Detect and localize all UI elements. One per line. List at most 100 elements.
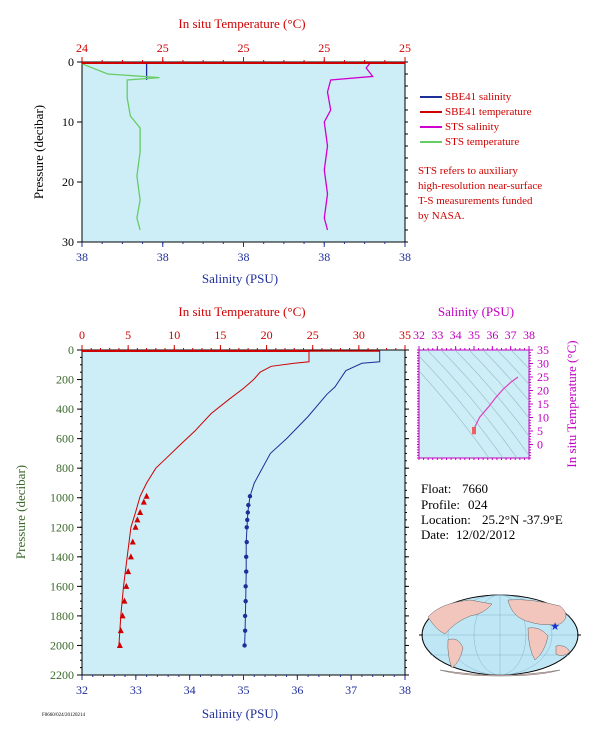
bottom-panel-left-tick-label: 1000 <box>50 491 74 505</box>
ts-panel-right-tick-label: 20 <box>537 384 549 398</box>
ts-panel-top-tick-label: 36 <box>486 328 498 342</box>
world-map: ★ <box>419 594 581 677</box>
ts-curve-line <box>473 376 519 434</box>
bottom-panel-bottom-tick-label: 37 <box>345 683 357 697</box>
legend-label-sbe41-temperature: SBE41 temperature <box>445 106 532 118</box>
temperature-sample-marker <box>127 553 134 560</box>
ts-panel-right-tick-label: 0 <box>537 438 543 452</box>
temperature-profile-line <box>118 350 310 646</box>
bottom-panel-bottom-tick-label: 35 <box>238 683 250 697</box>
top-panel-top-tick-label: 25 <box>318 41 330 55</box>
salinity-sample-marker <box>245 510 251 515</box>
salinity-sample-marker <box>244 525 249 530</box>
ts-deep-cluster-marker <box>472 426 476 435</box>
bottom-panel-top-tick-label: 20 <box>261 328 273 342</box>
ts-density-contour <box>496 350 529 385</box>
bottom-plot-background <box>81 349 406 676</box>
bottom-panel-left-tick-label: 1600 <box>50 579 74 593</box>
ts-panel-series <box>472 376 519 435</box>
location-label: Location: <box>421 512 471 527</box>
bottom-panel-left-tick-label: 2000 <box>50 638 74 652</box>
float-location-star: ★ <box>550 621 560 633</box>
ts-density-contour <box>468 350 529 419</box>
bottom-panel-bottom-tick-label: 36 <box>291 683 303 697</box>
bottom-panel-bottom-tick-label: 32 <box>76 683 88 697</box>
ts-density-contour <box>454 350 529 437</box>
ts-density-contour <box>419 355 504 458</box>
salinity-sample-marker <box>243 584 248 589</box>
ts-density-contours <box>419 350 529 458</box>
bottom-panel: In situ Temperature (°C) 0 5 10 15 20 25 30 35 … <box>13 304 411 721</box>
bottom-panel-bottom-ticks: 32 33 34 35 36 37 38 <box>76 675 411 697</box>
bottom-panel-left-tick-label: 2200 <box>50 668 74 682</box>
sts-note-line-3: T-S measurements funded <box>418 195 533 207</box>
salinity-sample-marker <box>245 517 250 523</box>
top-panel-left-tick-label: 20 <box>62 175 74 189</box>
top-panel-top-axis-title: In situ Temperature (°C) <box>178 16 305 31</box>
top-panel-bottom-tick-label: 38 <box>238 250 250 264</box>
bottom-panel-top-ticks: 0 5 10 15 20 25 30 35 <box>79 328 411 350</box>
bottom-panel-bottom-tick-label: 38 <box>399 683 411 697</box>
bottom-panel-left-tick-label: 400 <box>56 402 74 416</box>
top-panel-top-tick-label: 24 <box>76 41 88 55</box>
bottom-panel-left-tick-label: 800 <box>56 461 74 475</box>
sts-note-line-2: high-resolution near-surface <box>418 180 542 192</box>
temperature-sample-marker <box>137 509 144 515</box>
top-panel: In situ Temperature (°C) 24 25 25 25 25 38 38… <box>31 16 411 286</box>
top-panel-left-tick-label: 30 <box>62 235 74 249</box>
top-panel-series <box>81 62 406 231</box>
bottom-panel-left-tick-label: 200 <box>56 373 74 387</box>
legend-label-sts-salinity: STS salinity <box>445 121 500 133</box>
bottom-panel-bottom-tick-label: 33 <box>130 683 142 697</box>
salinity-profile-line <box>244 350 381 646</box>
bottom-panel-bottom-axis-title: Salinity (PSU) <box>202 706 278 721</box>
top-panel-top-tick-label: 25 <box>238 41 250 55</box>
profile-value: 024 <box>468 497 488 512</box>
temperature-sample-marker <box>140 498 147 505</box>
footer-id: F0660/024/20120214 <box>42 713 86 718</box>
top-panel-left-tick-label: 10 <box>62 115 74 129</box>
bottom-panel-left-tick-label: 0 <box>68 343 74 357</box>
float-info: Float: 7660 Profile: 024 Location: 25.2°… <box>421 481 563 542</box>
temperature-sample-marker <box>132 523 139 530</box>
ts-panel-top-tick-label: 34 <box>450 328 462 342</box>
temperature-sample-marker <box>119 612 126 619</box>
top-panel-bottom-tick-label: 38 <box>318 250 330 264</box>
salinity-sample-marker <box>243 554 249 560</box>
date-label: Date: <box>421 527 449 542</box>
bottom-panel-top-tick-label: 35 <box>399 328 411 342</box>
bottom-panel-left-tick-label: 600 <box>56 432 74 446</box>
ts-density-contour <box>510 350 529 370</box>
legend: SBE41 salinity SBE41 temperature STS sal… <box>420 91 532 148</box>
bottom-panel-top-tick-label: 10 <box>168 328 180 342</box>
ts-panel-top-ticks: 32 33 34 35 36 37 38 <box>413 328 535 460</box>
bottom-panel-series <box>82 350 381 648</box>
bottom-panel-top-tick-label: 5 <box>125 328 131 342</box>
legend-label-sts-temperature: STS temperature <box>445 136 519 148</box>
legend-label-sbe41-salinity: SBE41 salinity <box>445 91 512 103</box>
bottom-panel-left-tick-label: 1800 <box>50 609 74 623</box>
bottom-panel-y-axis-title: Pressure (decibar) <box>13 465 28 559</box>
top-panel-bottom-axis-title: Salinity (PSU) <box>202 271 278 286</box>
temperature-sample-marker <box>121 597 128 604</box>
ts-panel-right-tick-label: 35 <box>537 343 549 357</box>
bottom-panel-top-axis-title: In situ Temperature (°C) <box>178 304 305 319</box>
float-value: 7660 <box>462 481 488 496</box>
temperature-sample-marker <box>143 492 150 499</box>
ts-panel-top-tick-label: 32 <box>413 328 425 342</box>
ts-panel: Salinity (PSU) 32 33 34 35 36 37 38 0510152025… <box>413 304 579 468</box>
salinity-sample-marker <box>247 494 253 499</box>
bottom-panel-top-tick-label: 0 <box>79 328 85 342</box>
date-value: 12/02/2012 <box>456 527 515 542</box>
top-panel-top-tick-label: 25 <box>399 41 411 55</box>
ts-density-contour <box>440 350 529 456</box>
temperature-sample-marker <box>123 582 130 589</box>
bottom-panel-top-tick-label: 30 <box>353 328 365 342</box>
ts-panel-top-tick-label: 37 <box>505 328 517 342</box>
temperature-sample-marker <box>116 641 123 648</box>
ts-panel-right-tick-label: 10 <box>537 411 549 425</box>
bottom-panel-bottom-tick-label: 34 <box>184 683 196 697</box>
salinity-sample-marker <box>244 539 249 545</box>
bottom-panel-left-tick-label: 1400 <box>50 550 74 564</box>
